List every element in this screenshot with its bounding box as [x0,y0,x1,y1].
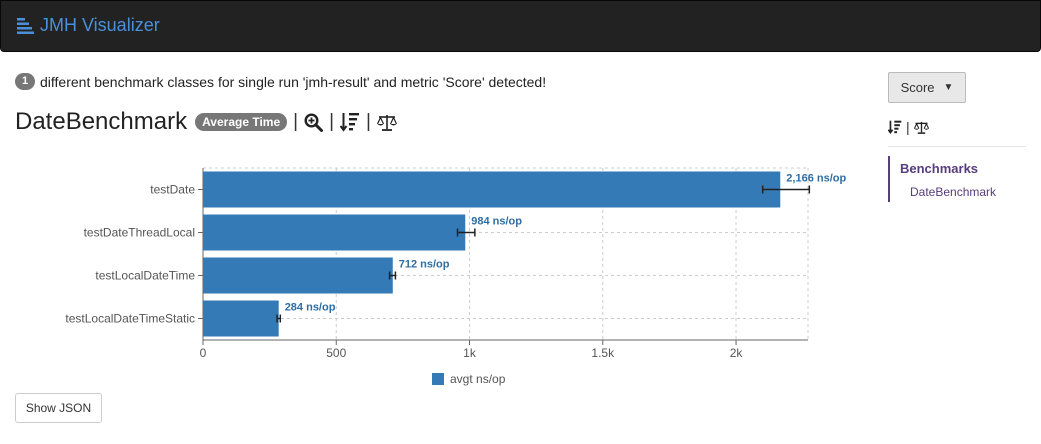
bar [203,171,781,208]
zoom-in-icon[interactable] [304,112,324,132]
separator: | [366,111,371,132]
x-tick-label: 0 [200,346,207,360]
list-icon [17,17,34,34]
benchmarks-nav: Benchmarks DateBenchmark [888,156,996,202]
chevron-down-icon: ▼ [943,82,954,93]
legend-swatch [432,373,444,385]
x-tick-label: 1k [463,346,477,360]
brand-title: JMH Visualizer [40,15,160,35]
category-label: testLocalDateTimeStatic [65,312,195,326]
brand-link[interactable]: JMH Visualizer [17,15,160,36]
bar [203,257,393,294]
sidebar-divider [888,146,1026,147]
benchmark-chart: testDate 2,166 ns/op testDateThreadLocal 98… [65,167,846,386]
sort-descending-icon[interactable] [888,120,902,134]
sidebar-tools: | [888,119,929,135]
separator: | [293,111,299,132]
bar [203,300,279,337]
benchmarks-heading: Benchmarks [900,161,979,176]
data-label: 984 ns/op [471,216,522,228]
show-json-button[interactable]: Show JSON [15,393,102,423]
benchmark-header: DateBenchmark Average Time | | | [15,108,397,136]
balance-scale-icon[interactable] [913,121,929,134]
intro-text: different benchmark classes for single r… [40,73,547,90]
category-label: testDateThreadLocal [84,226,195,240]
data-label: 712 ns/op [399,259,450,271]
data-label: 284 ns/op [285,302,336,314]
benchmark-title: DateBenchmark [15,108,188,135]
data-label: 2,166 ns/op [786,173,846,185]
legend-label: avgt ns/op [450,372,506,386]
metric-select[interactable]: Score ▼ [888,72,966,103]
class-count-badge: 1 [15,73,35,90]
mode-badge: Average Time [195,113,288,131]
separator: | [906,119,910,135]
x-tick-label: 1.5k [591,346,615,360]
navbar: JMH Visualizer [0,0,1041,52]
category-label: testDate [150,183,195,197]
nav-item-datebenchmark[interactable]: DateBenchmark [910,185,997,199]
sort-descending-icon[interactable] [340,112,360,132]
bar [203,214,466,251]
x-tick-label: 500 [326,346,346,360]
metric-select-value: Score [900,80,935,95]
category-label: testLocalDateTime [95,269,195,283]
x-tick-label: 2k [730,346,744,360]
balance-scale-icon[interactable] [376,114,397,131]
separator: | [329,111,334,132]
intro-message: 1 different benchmark classes for single… [15,73,546,90]
